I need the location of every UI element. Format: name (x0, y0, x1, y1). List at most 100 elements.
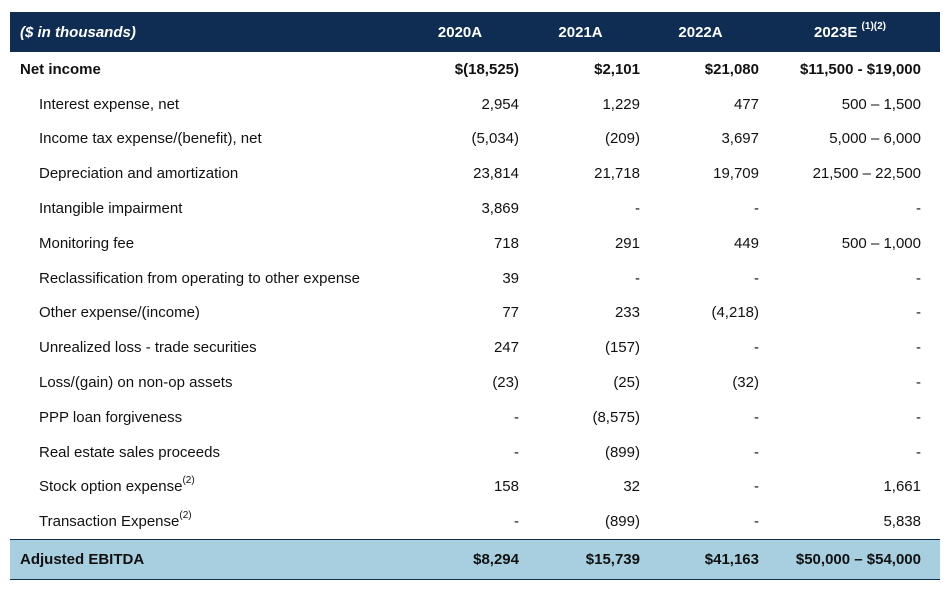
row-label: Stock option expense(2) (10, 470, 400, 505)
value-2023: - (916, 443, 921, 461)
col-header-2023-label: 2023E (814, 23, 858, 41)
value-2020: - (514, 513, 519, 530)
ebitda-table: ($ in thousands) 2020A 2021A 2022A 2023E… (10, 12, 940, 580)
col-header-2020: 2020A (437, 23, 483, 41)
table-row: Unrealized loss - trade securities 247 (15… (10, 330, 940, 365)
value-2023: - (916, 200, 921, 218)
value-2021: (157) (604, 339, 640, 357)
value-2023: $50,000 – $54,000 (760, 538, 940, 580)
col-header-2021: 2021A (558, 23, 603, 41)
value-2022: - (754, 269, 759, 287)
value-2022: - (754, 478, 759, 496)
row-label-text: Unrealized loss - trade securities (39, 339, 257, 357)
row-label-text: Monitoring fee (39, 234, 135, 252)
value-2020: 77 (502, 304, 519, 322)
row-label: Intangible impairment (10, 191, 400, 226)
value-2021: 32 (623, 478, 640, 496)
value-2022: (32) (732, 374, 759, 392)
value-2022: - (754, 339, 759, 357)
value-2023: - (916, 304, 921, 322)
value-2021: - (635, 269, 640, 287)
row-label: Loss/(gain) on non-op assets (10, 365, 400, 400)
table-row: Monitoring fee 718 291 449 500 – 1,000 (10, 226, 940, 261)
units-label: ($ in thousands) (20, 23, 136, 41)
value-2023: - (916, 374, 921, 392)
row-label: Adjusted EBITDA (10, 538, 400, 580)
value-2022: - (754, 443, 759, 461)
row-label-text: Depreciation and amortization (39, 165, 239, 183)
value-2021: - (635, 200, 640, 218)
row-label: Unrealized loss - trade securities (10, 330, 400, 365)
row-label: Depreciation and amortization (10, 156, 400, 191)
value-2023: 500 – 1,000 (841, 234, 921, 252)
value-2023: 5,000 – 6,000 (829, 130, 921, 148)
value-2021: 291 (614, 234, 640, 252)
value-2023: 5,838 (883, 513, 921, 530)
table-row: Loss/(gain) on non-op assets (23) (25) (32)… (10, 365, 940, 400)
value-2022: - (754, 513, 759, 530)
row-label: Other expense/(income) (10, 296, 400, 331)
table-row: Intangible impairment 3,869 - - - (10, 191, 940, 226)
row-label-text: PPP loan forgiveness (39, 408, 183, 426)
value-2022: 477 (733, 95, 759, 113)
net-income-row: Net income $(18,525) $2,101 $21,080 $11,… (10, 52, 940, 87)
table-row: Income tax expense/(benefit), net (5,034)… (10, 122, 940, 157)
col-header-2023-footnote: (1)(2) (861, 20, 886, 32)
adjusted-ebitda-row: Adjusted EBITDA $8,294 $15,739 $41,163 $… (10, 538, 940, 580)
value-2023: 21,500 – 22,500 (812, 165, 921, 183)
header-row: ($ in thousands) 2020A 2021A 2022A 2023E… (10, 12, 940, 52)
row-label: Monitoring fee (10, 226, 400, 261)
value-2020: (5,034) (471, 130, 519, 148)
value-2020: 718 (493, 234, 519, 252)
ebitda-reconciliation: ($ in thousands) 2020A 2021A 2022A 2023E… (10, 12, 940, 580)
row-label: PPP loan forgiveness (10, 400, 400, 435)
row-label: Transaction Expense(2) (10, 504, 400, 539)
value-2020: 247 (493, 339, 519, 357)
col-header-2023: 2023E (1)(2) (760, 12, 940, 52)
row-label-text: Transaction Expense (39, 513, 180, 530)
row-label-text: Loss/(gain) on non-op assets (39, 374, 233, 392)
row-label: Reclassification from operating to other… (10, 261, 400, 296)
value-2022: (4,218) (711, 304, 759, 322)
table-row: Depreciation and amortization 23,814 21,71… (10, 156, 940, 191)
value-2022: 3,697 (721, 130, 759, 148)
row-label: Interest expense, net (10, 87, 400, 122)
table-row: PPP loan forgiveness - (8,575) - - (10, 400, 940, 435)
value-2023: - (916, 408, 921, 426)
row-label-text: Stock option expense (39, 478, 183, 496)
table-row: Interest expense, net 2,954 1,229 477 500 – … (10, 87, 940, 122)
value-2020: 39 (502, 269, 519, 287)
value-2023: $11,500 - $19,000 (800, 60, 921, 78)
value-2023: 1,661 (883, 478, 921, 496)
col-header-2022: 2022A (678, 23, 723, 41)
value-2023: - (916, 339, 921, 357)
value-2022: $21,080 (704, 60, 759, 78)
value-2021: (899) (604, 443, 640, 461)
value-2021: $2,101 (594, 60, 640, 78)
value-2022: - (754, 408, 759, 426)
table-row: Other expense/(income) 77 233 (4,218) - (10, 296, 940, 331)
row-label-text: Intangible impairment (39, 200, 183, 218)
row-label: Net income (20, 60, 101, 78)
value-2021: 1,229 (602, 95, 640, 113)
value-2023: - (916, 269, 921, 287)
value-2021: 233 (614, 304, 640, 322)
value-2021: (209) (604, 130, 640, 148)
value-2020: - (514, 443, 519, 461)
row-label: Real estate sales proceeds (10, 435, 400, 470)
value-2021: 21,718 (594, 165, 640, 183)
table-row: Real estate sales proceeds - (899) - - (10, 435, 940, 470)
table-row: Reclassification from operating to other… (10, 261, 940, 296)
value-2022: 449 (733, 234, 759, 252)
value-2021: (25) (613, 374, 640, 392)
table-row: Stock option expense(2) 158 32 - 1,661 (10, 470, 940, 505)
row-label-text: Interest expense, net (39, 95, 180, 113)
value-2022: 19,709 (713, 165, 759, 183)
footnote-marker: (2) (182, 475, 195, 487)
value-2021: (8,575) (592, 408, 640, 426)
value-2020: $8,294 (400, 538, 520, 580)
value-2020: 2,954 (481, 95, 519, 113)
row-label-text: Income tax expense/(benefit), net (39, 130, 262, 148)
value-2021: (899) (604, 513, 640, 530)
value-2020: 23,814 (473, 165, 519, 183)
